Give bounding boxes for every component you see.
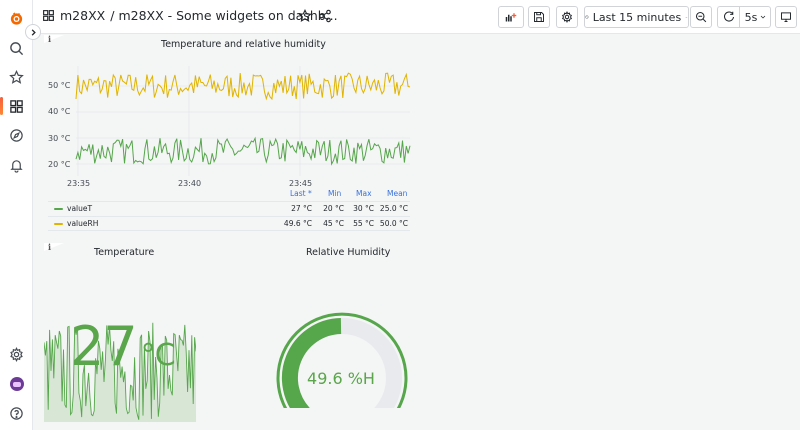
x-tick-label: 23:35 <box>67 179 90 188</box>
legend-row-valueT[interactable]: valueT 27 °C 20 °C 30 °C 25.0 °C <box>48 201 410 216</box>
temperature-panel-title[interactable]: Temperature <box>94 247 155 258</box>
legend-max: 55 °C <box>353 219 374 228</box>
active-indicator <box>0 97 3 115</box>
refresh-button[interactable] <box>717 6 739 28</box>
monitor-icon <box>781 12 791 22</box>
gauge-threshold-arc <box>276 312 408 408</box>
legend-series-name[interactable]: valueT <box>67 204 93 213</box>
cog-icon <box>561 11 573 23</box>
humidity-gauge-value: 49.6 %H <box>307 369 375 388</box>
x-tick-label: 23:45 <box>289 179 312 188</box>
dashboards-icon[interactable] <box>0 93 33 119</box>
temperature-unit: °C <box>140 338 176 373</box>
dashboard-grid-icon <box>43 10 54 21</box>
clock-icon <box>585 15 589 19</box>
tv-mode-button[interactable] <box>775 6 797 28</box>
humidity-gauge[interactable] <box>272 308 412 408</box>
sidebar <box>0 0 33 430</box>
legend-header-max[interactable]: Max <box>356 189 372 198</box>
y-tick-label: 50 °C <box>48 81 71 90</box>
dashboard-title[interactable]: m28XX - Some widgets on dashb... <box>118 8 338 23</box>
save-icon <box>534 12 544 22</box>
starred-icon[interactable] <box>0 64 33 90</box>
share-icon[interactable] <box>318 9 332 23</box>
legend-swatch <box>54 208 63 210</box>
legend-mean: 50.0 °C <box>379 219 408 228</box>
zoom-out-button[interactable] <box>690 6 712 28</box>
legend-min: 20 °C <box>323 204 344 213</box>
add-panel-icon <box>505 13 517 22</box>
y-tick-label: 30 °C <box>48 134 71 143</box>
legend-header-min[interactable]: Min <box>328 189 342 198</box>
alerting-bell-icon[interactable] <box>0 152 33 178</box>
grafana-logo-icon[interactable] <box>0 5 33 31</box>
add-panel-button[interactable] <box>498 6 524 28</box>
y-tick-label: 20 °C <box>48 160 71 169</box>
legend-max: 30 °C <box>353 204 374 213</box>
series-line-valueT <box>75 136 411 166</box>
gauge-value-arc <box>281 318 342 408</box>
legend-header-last[interactable]: Last * <box>290 189 312 198</box>
refresh-interval-picker[interactable]: 5s <box>739 6 771 28</box>
legend-series-name[interactable]: valueRH <box>67 219 99 228</box>
settings-gear-icon[interactable] <box>0 341 33 367</box>
x-tick-label: 23:40 <box>178 179 201 188</box>
breadcrumb-separator: / <box>110 8 115 23</box>
chevron-down-icon <box>685 16 688 18</box>
chevron-right-icon <box>31 28 36 36</box>
refresh-interval-label: 5s <box>744 10 758 24</box>
series-line-valueRH <box>75 72 411 101</box>
time-range-picker[interactable]: Last 15 minutes <box>584 6 689 28</box>
timeseries-panel-title[interactable]: Temperature and relative humidity <box>161 39 326 50</box>
expand-menu-button[interactable] <box>25 24 41 40</box>
temperature-sparkline <box>44 322 196 422</box>
dashboard-navbar: m28XX / m28XX - Some widgets on dashb...… <box>33 0 800 34</box>
help-icon[interactable] <box>0 400 33 426</box>
chevron-down-icon <box>761 15 766 19</box>
breadcrumb: m28XX / m28XX - Some widgets on dashb... <box>42 8 338 23</box>
sparkline-line <box>44 322 196 420</box>
time-range-label: Last 15 minutes <box>592 10 682 24</box>
panel-info-icon[interactable]: i <box>44 242 64 255</box>
avatar-icon <box>9 377 24 391</box>
legend-last: 49.6 °C <box>283 219 312 228</box>
explore-icon[interactable] <box>0 122 33 148</box>
y-tick-label: 40 °C <box>48 107 71 116</box>
breadcrumb-folder[interactable]: m28XX <box>60 8 106 23</box>
legend-header-mean[interactable]: Mean <box>387 189 408 198</box>
zoom-out-icon <box>695 11 707 23</box>
dashboard-settings-button[interactable] <box>556 6 578 28</box>
legend-swatch <box>54 223 63 225</box>
search-icon[interactable] <box>0 35 33 61</box>
humidity-panel-title[interactable]: Relative Humidity <box>306 247 391 258</box>
chart-grid <box>76 66 410 176</box>
timeseries-chart[interactable]: 50 °C 40 °C 30 °C 20 °C 23:35 23:40 23:4… <box>44 56 414 196</box>
star-icon[interactable] <box>298 9 312 23</box>
legend-row-valueRH[interactable]: valueRH 49.6 °C 45 °C 55 °C 50.0 °C <box>48 216 410 231</box>
user-avatar[interactable] <box>0 371 33 397</box>
legend-min: 45 °C <box>323 219 344 228</box>
legend-mean: 25.0 °C <box>379 204 408 213</box>
save-dashboard-button[interactable] <box>528 6 550 28</box>
refresh-icon <box>723 11 734 22</box>
panel-info-icon[interactable]: i <box>44 34 64 47</box>
legend-last: 27 °C <box>291 204 312 213</box>
temperature-stat-value[interactable]: 27 °C <box>70 315 176 378</box>
temperature-value: 27 <box>70 315 138 378</box>
